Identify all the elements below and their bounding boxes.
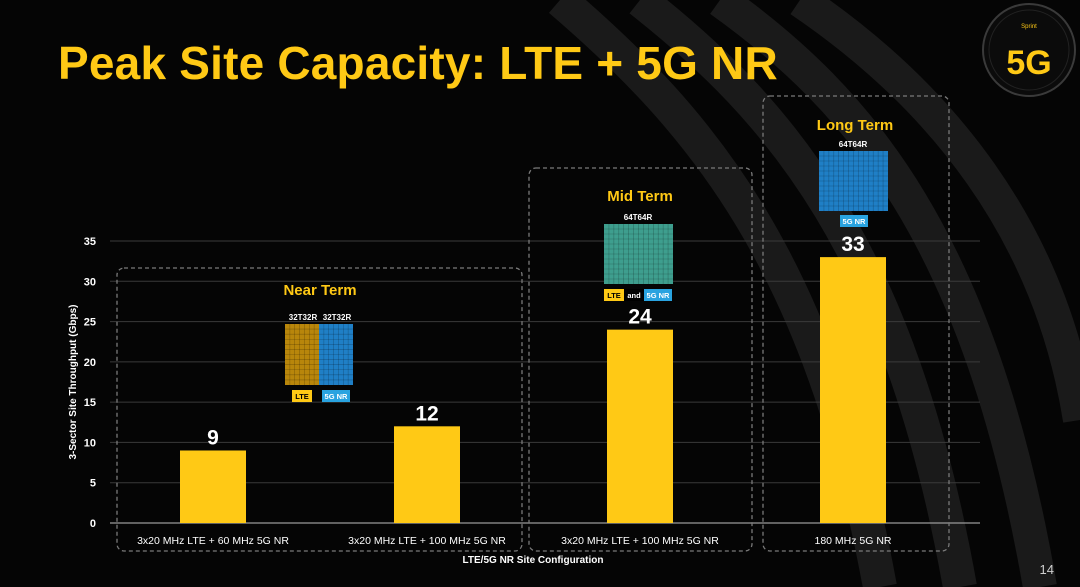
antenna-tag-mid-lte: LTE: [607, 291, 621, 300]
group-box-3: [762, 95, 950, 552]
y-tick-label-10: 10: [84, 437, 96, 449]
antenna-tag-near-lte-bg: [292, 390, 312, 402]
antenna-tag-mid-nr: 5G NR: [647, 291, 671, 300]
antenna-panel-mid: [604, 224, 673, 284]
y-tick-label-5: 5: [90, 478, 96, 490]
antenna-tag-mid-lte-bg: [604, 289, 624, 301]
bar-4: [820, 257, 886, 523]
group-label-2: Mid Term: [607, 188, 673, 205]
logo-ring: [982, 3, 1076, 97]
bar-2: [394, 426, 460, 523]
x-axis-title: LTE/5G NR Site Configuration: [463, 555, 604, 566]
y-tick-label-0: 0: [90, 518, 96, 530]
bar-value-label-4: 33: [841, 233, 864, 256]
bar-value-label-3: 24: [628, 306, 652, 329]
category-label-2: 3x20 MHz LTE + 100 MHz 5G NR: [348, 535, 506, 547]
antenna-tag-mid-and: and: [627, 291, 641, 300]
antenna-panel-long-body: [819, 151, 888, 211]
background-arc-3: [710, 0, 1057, 587]
bar-value-label-1: 9: [207, 426, 219, 449]
antenna-tag-long-nr-bg: [840, 215, 868, 227]
antenna-tag-near-nr: 5G NR: [325, 392, 349, 401]
slide-title: Peak Site Capacity: LTE + 5G NR: [58, 37, 778, 89]
antenna-panel-near-nr: [319, 324, 353, 385]
y-tick-label-35: 35: [84, 236, 96, 248]
antenna-panel-long: [819, 151, 888, 211]
antenna-label-near-nr: 32T32R: [323, 313, 352, 322]
antenna-panel-mid-body: [604, 224, 673, 284]
logo-badge-text: 5G: [1006, 44, 1051, 82]
category-label-3: 3x20 MHz LTE + 100 MHz 5G NR: [561, 535, 719, 547]
group-box-1: [116, 267, 523, 552]
antenna-tag-near-nr-bg: [322, 390, 350, 402]
y-tick-label-30: 30: [84, 276, 96, 288]
antenna-tag-near-lte: LTE: [295, 392, 309, 401]
antenna-label-mid: 64T64R: [624, 213, 653, 222]
antenna-tag-long-nr: 5G NR: [843, 217, 867, 226]
sprint-5g-logo: Sprint 5G: [982, 3, 1076, 97]
category-label-1: 3x20 MHz LTE + 60 MHz 5G NR: [137, 535, 289, 547]
y-axis-title: 3-Sector Site Throughput (Gbps): [68, 305, 79, 460]
antenna-label-near-lte: 32T32R: [289, 313, 318, 322]
y-tick-label-15: 15: [84, 397, 96, 409]
category-label-4: 180 MHz 5G NR: [814, 535, 891, 547]
antenna-panel-near-lte-body: [285, 324, 319, 385]
bar-value-label-2: 12: [415, 402, 438, 425]
y-tick-label-20: 20: [84, 357, 96, 369]
bar-3: [607, 329, 673, 523]
bar-1: [180, 450, 246, 523]
page-number: 14: [1039, 562, 1054, 577]
antenna-tag-mid-and-bg: [624, 289, 644, 301]
antenna-label-long: 64T64R: [839, 140, 868, 149]
logo-inner-ring: [988, 9, 1070, 91]
antenna-panel-near-nr-body: [319, 324, 353, 385]
background-arc-4: [790, 0, 1080, 423]
group-label-3: Long Term: [817, 117, 893, 134]
y-tick-label-25: 25: [84, 317, 96, 329]
group-box-2: [528, 167, 753, 552]
antenna-panel-near-lte: [285, 324, 319, 385]
group-label-1: Near Term: [283, 282, 356, 299]
antenna-tag-mid-nr-bg: [644, 289, 672, 301]
logo-brand-text: Sprint: [1021, 24, 1037, 30]
